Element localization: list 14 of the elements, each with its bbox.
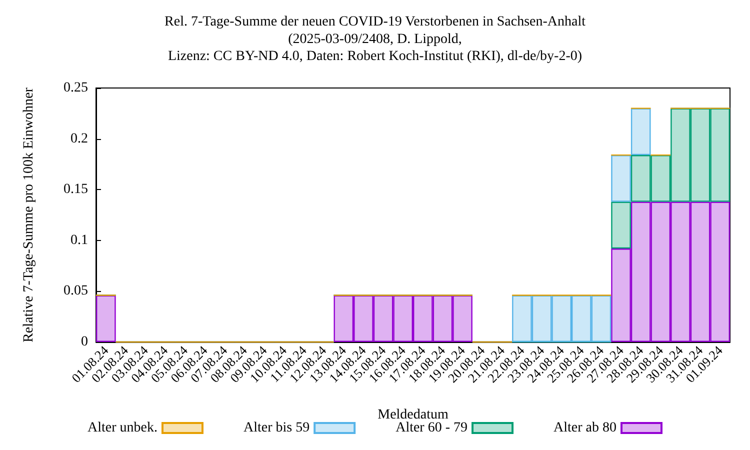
y-tick-label: 0.15 xyxy=(64,182,88,198)
x-axis-title: Meldedatum xyxy=(378,408,448,422)
chart-title: Rel. 7-Tage-Summe der neuen COVID-19 Verstorbenen in Sachsen-Anhalt xyxy=(164,14,586,30)
y-axis-title: Relative 7-Tage-Summe pro 100k Einwohner xyxy=(22,87,36,342)
y-tick-label: 0.2 xyxy=(70,131,88,146)
legend-label: Alter unbek. xyxy=(88,420,158,436)
legend-label: Alter bis 59 xyxy=(243,420,310,436)
chart-subtitle: (2025-03-09/2408, D. Lippold, Lizenz: CC BY-ND 4.0, Daten: Robert Koch-Institut (RKI), dl-de/by-2-0) xyxy=(168,32,582,64)
legend-label: Alter ab 80 xyxy=(554,420,616,436)
legend-label: Alter 60 - 79 xyxy=(396,420,468,436)
y-tick-label: 0.05 xyxy=(64,284,88,299)
y-tick-label: 0.1 xyxy=(70,232,88,248)
y-tick-label: 0 xyxy=(81,334,88,350)
y-tick-label: 0.25 xyxy=(64,80,88,96)
